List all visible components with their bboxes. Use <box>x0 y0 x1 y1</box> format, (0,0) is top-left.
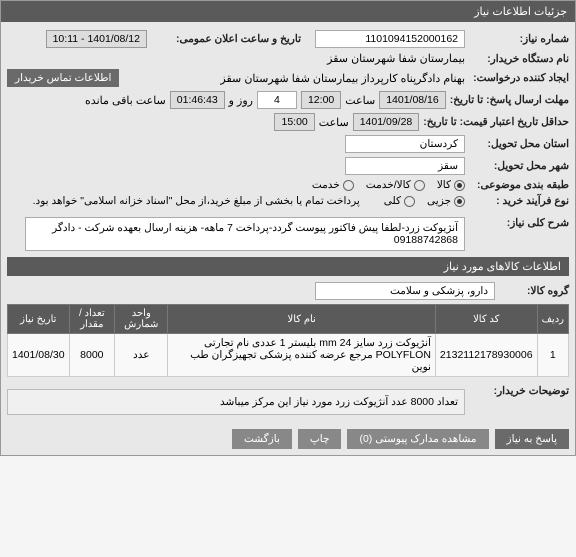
reply-time: 12:00 <box>301 91 341 109</box>
table-row: 12132112178930006آنژیوکت زرد سایز 24 mm … <box>8 334 569 377</box>
attachments-button[interactable]: مشاهده مدارک پیوستی (0) <box>347 429 488 449</box>
table-cell: 8000 <box>69 334 115 377</box>
table-header-cell: واحد شمارش <box>115 305 168 334</box>
items-section-header: اطلاعات کالاهای مورد نیاز <box>7 257 569 276</box>
table-header-cell: تاریخ نیاز <box>8 305 70 334</box>
panel-header: جزئیات اطلاعات نیاز <box>1 1 575 22</box>
table-header-cell: تعداد / مقدار <box>69 305 115 334</box>
category-label: طبقه بندی موضوعی: <box>469 179 569 191</box>
print-button[interactable]: چاپ <box>298 429 342 449</box>
back-button[interactable]: بازگشت <box>232 429 292 449</box>
contact-buyer-button[interactable]: اطلاعات تماس خریدار <box>7 69 119 87</box>
table-cell: عدد <box>115 334 168 377</box>
city-label: شهر محل تحویل: <box>469 160 569 172</box>
purchase-type-radio-group: جزیی کلی <box>384 195 465 207</box>
footer-buttons: پاسخ به نیاز مشاهده مدارک پیوستی (0) چاپ… <box>1 423 575 455</box>
time-label-2: ساعت <box>319 116 349 129</box>
buyer-org-value: بیمارستان شفا شهرستان سقز <box>327 52 465 65</box>
group-label: گروه کالا: <box>499 285 569 297</box>
desc-label: شرح کلی نیاز: <box>469 217 569 229</box>
radio-dot-icon <box>454 196 465 207</box>
desc-value: آنژیوکت زرد-لطفا پیش فاکتور پیوست گردد-پ… <box>25 217 465 251</box>
radio-kala[interactable]: کالا <box>437 179 465 191</box>
day-label: روز و <box>229 94 253 107</box>
validity-label: حداقل تاریخ اعتبار قیمت: تا تاریخ: <box>423 116 569 128</box>
radio-dot-icon <box>454 180 465 191</box>
payment-note: پرداخت تمام یا بخشی از مبلغ خرید،از محل … <box>33 195 360 207</box>
radio-kala-khadamat[interactable]: کالا/خدمت <box>366 179 425 191</box>
reply-date: 1401/08/16 <box>379 91 446 109</box>
radio-partial[interactable]: جزیی <box>427 195 465 207</box>
public-datetime-value: 1401/08/12 - 10:11 <box>46 30 147 48</box>
province-value: کردستان <box>345 135 465 153</box>
validity-date: 1401/09/28 <box>353 113 420 131</box>
days-remain: 4 <box>257 91 297 109</box>
panel-title: جزئیات اطلاعات نیاز <box>474 6 567 18</box>
public-datetime-label: تاریخ و ساعت اعلان عمومی: <box>151 33 301 45</box>
radio-khadmat[interactable]: خدمت <box>312 179 354 191</box>
items-table: ردیفکد کالانام کالاواحد شمارشتعداد / مقد… <box>7 304 569 377</box>
table-header-cell: نام کالا <box>168 305 435 334</box>
buyer-note-value: تعداد 8000 عدد آنژیوکت زرد مورد نیاز این… <box>7 389 465 415</box>
table-cell: 2132112178930006 <box>435 334 537 377</box>
buyer-org-label: نام دستگاه خریدار: <box>469 53 569 65</box>
category-radio-group: کالا کالا/خدمت خدمت <box>312 179 465 191</box>
province-label: استان محل تحویل: <box>469 138 569 150</box>
table-header-cell: کد کالا <box>435 305 537 334</box>
requester-label: ایجاد کننده درخواست: <box>469 72 569 84</box>
need-no-label: شماره نیاز: <box>469 33 569 45</box>
remain-time: 01:46:43 <box>170 91 225 109</box>
form-content: شماره نیاز: 1101094152000162 تاریخ و ساع… <box>1 22 575 423</box>
group-select[interactable]: دارو، پزشکی و سلامت <box>315 282 495 300</box>
table-cell: آنژیوکت زرد سایز 24 mm بلیستر 1 عددی نام… <box>168 334 435 377</box>
time-label: ساعت <box>345 94 375 107</box>
reply-button[interactable]: پاسخ به نیاز <box>495 429 569 449</box>
radio-dot-icon <box>414 180 425 191</box>
buyer-note-label: توضیحات خریدار: <box>469 385 569 397</box>
main-panel: جزئیات اطلاعات نیاز شماره نیاز: 11010941… <box>0 0 576 456</box>
table-header-cell: ردیف <box>537 305 568 334</box>
radio-full[interactable]: کلی <box>384 195 415 207</box>
radio-dot-icon <box>343 180 354 191</box>
table-cell: 1401/08/30 <box>8 334 70 377</box>
city-value: سقز <box>345 157 465 175</box>
table-cell: 1 <box>537 334 568 377</box>
purchase-type-label: نوع فرآیند خرید : <box>469 195 569 207</box>
requester-value: بهنام دادگرپناه کارپرداز بیمارستان شفا ش… <box>123 72 465 85</box>
need-no-value: 1101094152000162 <box>315 30 465 48</box>
reply-deadline-label: مهلت ارسال پاسخ: تا تاریخ: <box>450 94 569 106</box>
validity-time: 15:00 <box>274 113 314 131</box>
remain-label: ساعت باقی مانده <box>85 94 166 107</box>
radio-dot-icon <box>404 196 415 207</box>
